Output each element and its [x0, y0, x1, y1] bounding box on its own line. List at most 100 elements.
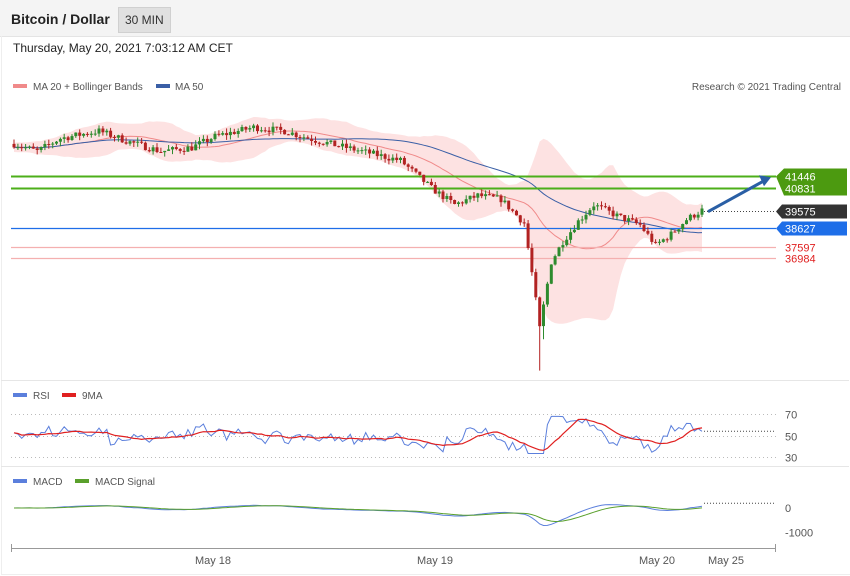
candle-body — [66, 137, 70, 141]
legend-macd-signal-swatch — [75, 479, 89, 483]
timeframe-button[interactable]: 30 MIN — [118, 7, 171, 33]
candle-body — [468, 195, 472, 200]
candle-body — [221, 133, 225, 135]
candle-body — [256, 125, 259, 132]
candle-body — [236, 131, 240, 134]
candle-body — [159, 152, 163, 153]
candle-body — [283, 129, 287, 135]
candle-body — [298, 137, 302, 138]
candle-body — [503, 200, 507, 203]
candle-body — [82, 133, 86, 136]
candle-body — [453, 200, 457, 204]
candle-body — [341, 143, 344, 147]
candle-body — [441, 191, 445, 200]
candle-body — [271, 126, 275, 133]
candle-body — [433, 185, 437, 194]
candle-body — [507, 200, 511, 210]
ma20-line — [13, 130, 703, 250]
candle-body — [538, 297, 542, 327]
legend-macd-label: MACD — [33, 477, 62, 488]
candle-body — [325, 142, 329, 145]
legend-ma50-label: MA 50 — [175, 82, 204, 93]
candle-body — [588, 210, 592, 215]
candle-body — [634, 219, 638, 224]
candle-body — [333, 140, 337, 147]
candle-body — [650, 233, 654, 242]
candle-body — [661, 239, 665, 242]
candle-body — [186, 146, 190, 152]
candle-body — [74, 132, 78, 137]
legend-bb-swatch — [13, 84, 27, 88]
candle-body — [437, 191, 441, 194]
candle-body — [275, 126, 279, 128]
candle-body — [194, 144, 198, 151]
title-bar: Bitcoin / Dollar 30 MIN — [0, 0, 850, 37]
level-label-39575: 39575 — [785, 207, 816, 219]
candle-body — [209, 139, 213, 142]
candle-body — [290, 132, 294, 135]
candle-body — [356, 150, 360, 152]
candle-body — [136, 141, 140, 143]
candle-body — [124, 142, 128, 144]
candle-body — [43, 144, 47, 147]
candle-body — [85, 133, 89, 135]
level-label-38627: 38627 — [785, 224, 816, 236]
candle-body — [476, 193, 480, 198]
candle-body — [286, 134, 290, 136]
candle-body — [553, 256, 557, 265]
instrument-title: Bitcoin / Dollar — [11, 11, 110, 27]
candle-body — [120, 135, 124, 143]
candle-body — [228, 131, 232, 136]
candle-body — [480, 193, 484, 197]
candle-body — [429, 181, 433, 185]
candle-body — [372, 150, 375, 154]
candle-body — [611, 210, 615, 217]
candle-body — [174, 147, 178, 149]
candle-body — [171, 147, 174, 150]
candle-body — [109, 130, 113, 137]
candle-body — [364, 149, 368, 151]
candle-body — [426, 181, 430, 183]
candle-body — [348, 146, 352, 148]
time-label-may-19: May 19 — [417, 555, 453, 567]
candle-body — [464, 199, 468, 204]
candle-body — [402, 157, 406, 165]
candle-body — [460, 202, 464, 204]
candle-body — [572, 229, 576, 233]
candle-body — [24, 147, 28, 149]
candle-body — [530, 248, 534, 273]
candle-body — [669, 231, 673, 240]
candle-body — [201, 138, 205, 142]
legend-rsi-label: RSI — [33, 391, 50, 402]
candle-body — [642, 224, 646, 231]
candle-body — [623, 215, 627, 221]
candle-body — [685, 220, 688, 225]
candle-body — [62, 137, 66, 139]
candle-body — [78, 132, 82, 136]
candle-body — [97, 128, 101, 134]
candle-body — [491, 194, 495, 197]
rsi-tick-70: 70 — [785, 410, 797, 422]
candle-body — [484, 194, 488, 197]
legend-rsi-swatch — [13, 393, 27, 397]
candle-body — [20, 147, 24, 149]
candle-body — [692, 214, 696, 218]
candle-body — [457, 202, 460, 204]
candle-body — [182, 150, 186, 152]
candle-body — [596, 205, 600, 207]
legend-bb-label: MA 20 + Bollinger Bands — [33, 82, 143, 93]
candle-body — [252, 125, 256, 129]
candle-body — [638, 223, 642, 225]
candle-body — [379, 154, 383, 156]
bollinger-band-fill — [14, 117, 702, 324]
candle-body — [677, 229, 681, 232]
candle-body — [487, 194, 491, 196]
candle-body — [627, 218, 631, 221]
candle-body — [317, 142, 321, 144]
candle-body — [619, 213, 623, 215]
candle-body — [406, 164, 410, 167]
candle-body — [47, 144, 51, 145]
candle-body — [16, 147, 20, 149]
candle-body — [557, 247, 561, 257]
